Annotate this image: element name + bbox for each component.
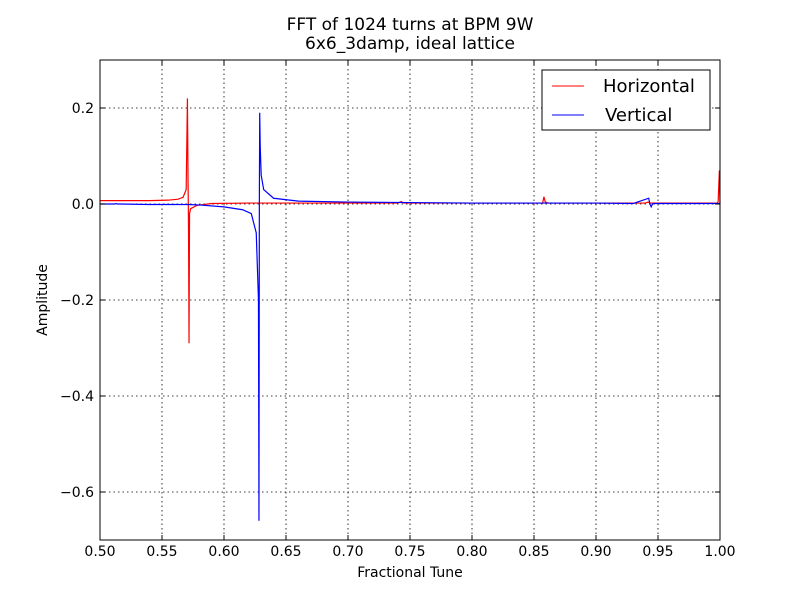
y-tick-label: −0.6 (60, 485, 94, 501)
axis-tick-labels: 0.50 0.55 0.60 0.65 0.70 0.75 0.80 0.85 0.90 0.95… (60, 101, 736, 560)
data-series (100, 98, 721, 521)
x-tick-label: 0.55 (146, 544, 177, 560)
x-tick-label: 0.80 (456, 544, 487, 560)
y-tick-label: 0.2 (72, 101, 94, 117)
series-line-vertical (100, 112, 720, 521)
series-line-horizontal (100, 98, 721, 344)
legend-label-vertical: Vertical (605, 105, 672, 126)
x-tick-label: 1.00 (704, 544, 735, 560)
axis-ticks (99, 60, 721, 540)
y-tick-label: −0.2 (60, 293, 94, 309)
y-tick-label: −0.4 (60, 389, 94, 405)
x-tick-label: 0.65 (270, 544, 301, 560)
chart-subtitle: 6x6_3damp, ideal lattice (305, 34, 515, 54)
x-tick-label: 0.95 (642, 544, 673, 560)
x-tick-label: 0.85 (518, 544, 549, 560)
chart-title: FFT of 1024 turns at BPM 9W (287, 15, 534, 35)
y-tick-label: 0.0 (72, 197, 94, 213)
legend-frame (541, 69, 711, 131)
x-tick-label: 0.75 (394, 544, 425, 560)
x-tick-label: 0.90 (580, 544, 611, 560)
legend: Horizontal Vertical (541, 69, 711, 131)
x-tick-label: 0.50 (84, 544, 115, 560)
x-tick-label: 0.70 (332, 544, 363, 560)
x-tick-label: 0.60 (208, 544, 239, 560)
y-axis-label: Amplitude (35, 264, 51, 336)
legend-label-horizontal: Horizontal (603, 76, 695, 97)
grid-lines (100, 60, 720, 540)
x-axis-label: Fractional Tune (357, 565, 463, 581)
